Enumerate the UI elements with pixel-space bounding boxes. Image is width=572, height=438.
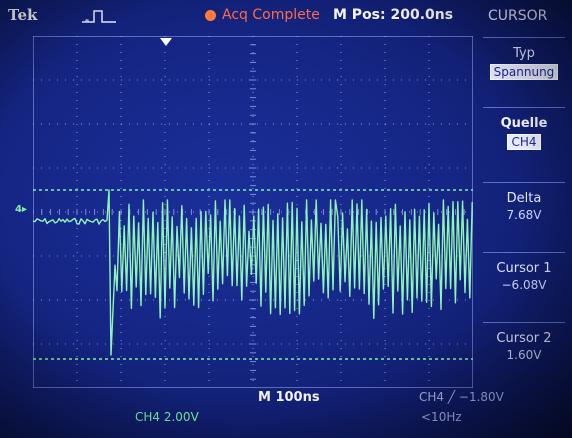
menu-quelle-button[interactable]: Quelle CH4: [483, 107, 565, 172]
menu-delta-value: 7.68V: [506, 208, 542, 222]
trigger-readout: CH4 ╱ −1.80V: [419, 390, 504, 404]
horizontal-position: M Pos: 200.0ns: [333, 7, 454, 23]
acquisition-status: Acq Complete: [222, 7, 320, 23]
trigger-frequency-readout: <10Hz: [421, 410, 462, 424]
menu-typ-label: Typ: [513, 46, 535, 61]
channel-marker-label: 4: [15, 204, 22, 215]
menu-title: CURSOR: [488, 8, 548, 24]
menu-cursor-1-button[interactable]: Cursor 1 −6.08V: [483, 252, 565, 317]
brand-logo: Tek: [8, 6, 38, 24]
menu-cursor-1-value: −6.08V: [501, 278, 547, 292]
menu-cursor-2-label: Cursor 2: [496, 331, 552, 346]
acquisition-status-icon: [205, 10, 216, 21]
menu-cursor-2-value: 1.60V: [506, 348, 542, 362]
channel-4-ground-marker: 4▸: [15, 204, 27, 215]
graticule: [33, 36, 473, 388]
status-bar: Tek Acq Complete M Pos: 200.0ns CURSOR: [0, 0, 572, 30]
channel-scale-readout: CH4 2.00V: [135, 410, 199, 424]
waveform-display: [33, 36, 473, 388]
menu-quelle-value: CH4: [507, 134, 541, 150]
menu-typ-value: Spannung: [489, 64, 559, 80]
timebase-readout: M 100ns: [258, 390, 320, 405]
menu-typ-button[interactable]: Typ Spannung: [483, 37, 565, 102]
menu-quelle-label: Quelle: [500, 116, 548, 131]
menu-delta-label: Delta: [506, 191, 542, 206]
trigger-edge-icon: [82, 10, 116, 23]
cursor-side-menu: Typ Spannung Quelle CH4 Delta 7.68V Curs…: [483, 37, 565, 397]
menu-delta-readout: Delta 7.68V: [483, 182, 565, 247]
menu-cursor-1-label: Cursor 1: [496, 261, 552, 276]
status-footer: M 100ns CH4 ╱ −1.80V CH4 2.00V <10Hz: [0, 388, 572, 438]
menu-cursor-2-button[interactable]: Cursor 2 1.60V: [483, 322, 565, 387]
